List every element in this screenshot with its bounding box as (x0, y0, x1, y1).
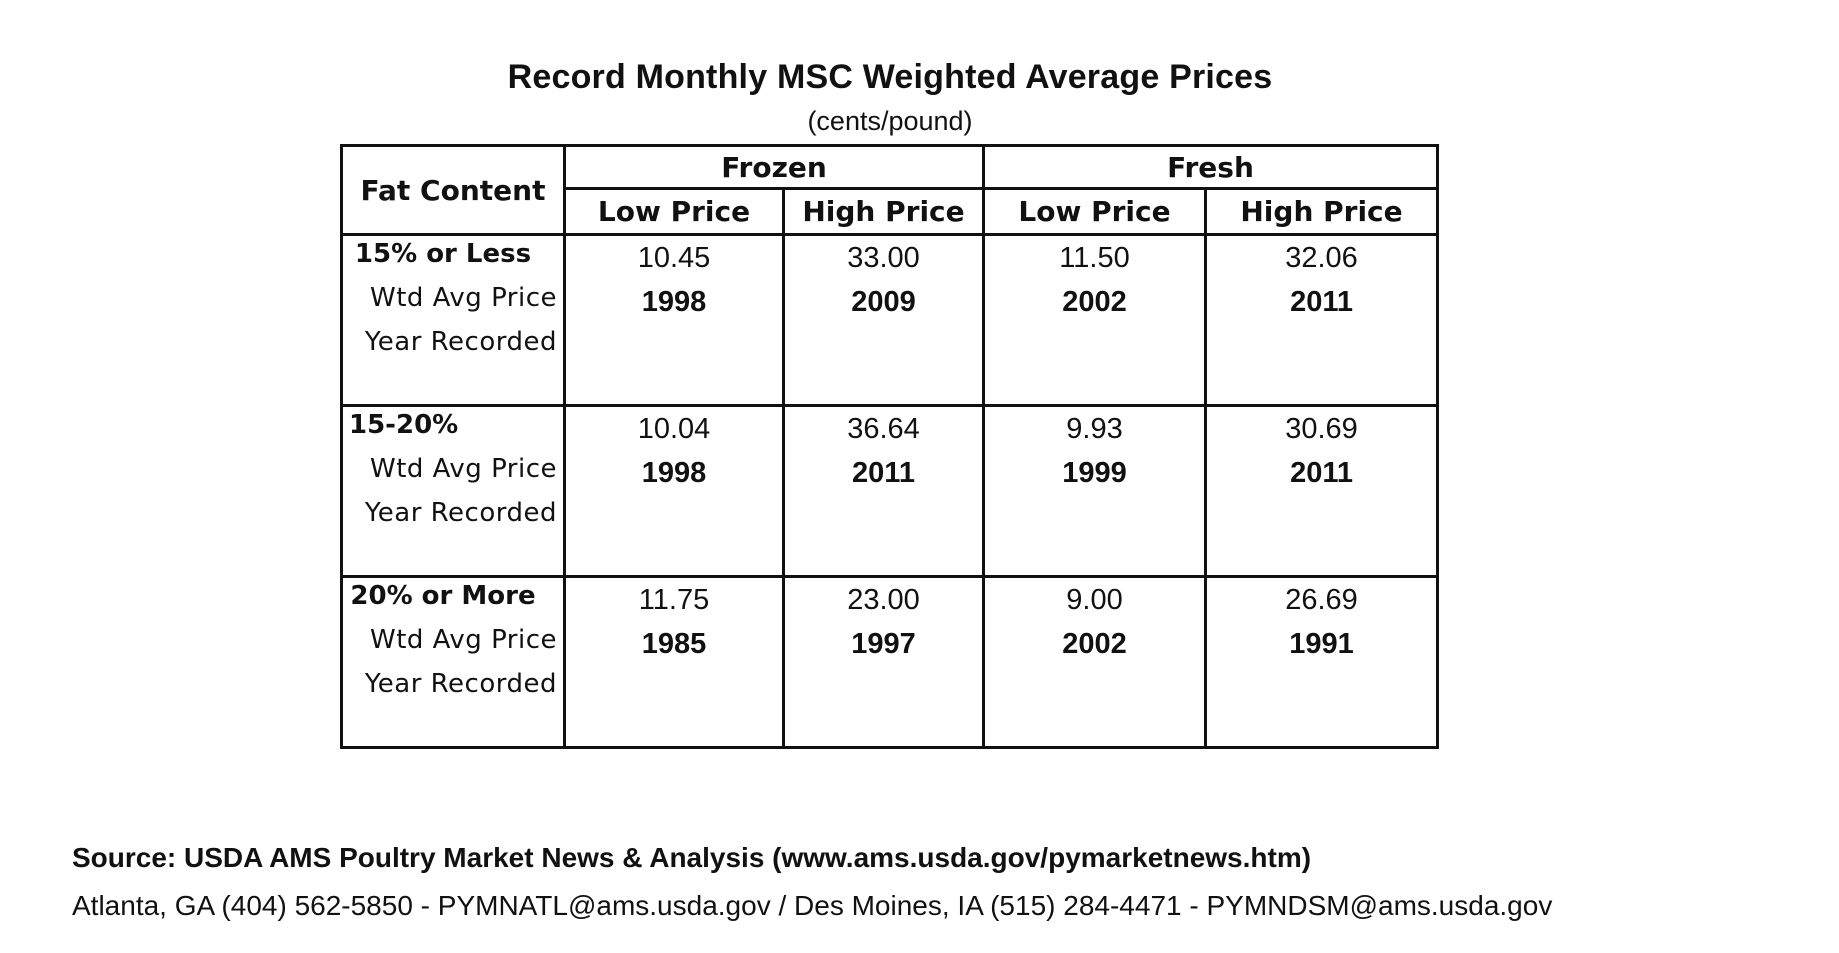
column-header: High Price (781, 187, 986, 236)
year-row-label: Year Recorded (364, 669, 557, 699)
group-header-fresh: Fresh (982, 143, 1440, 191)
year-value: 2002 (1062, 628, 1127, 660)
year-value: 2011 (852, 457, 915, 489)
value-cell: 30.69 2011 (1204, 404, 1440, 578)
value-cell: 23.00 1997 (781, 575, 986, 749)
value-cell: 10.04 1998 (563, 404, 785, 578)
row-label-cell: 15% or Less Wtd Avg Price Year Recorded (340, 233, 566, 407)
price-value: 10.45 (637, 242, 711, 274)
row-label-cell: 20% or More Wtd Avg Price Year Recorded (340, 575, 566, 749)
value-cell: 10.45 1998 (563, 233, 785, 407)
year-value: 2009 (851, 286, 916, 318)
category-label: 15% or Less (354, 239, 532, 269)
year-value: 1998 (641, 286, 707, 318)
column-header: High Price (1204, 187, 1440, 236)
page-subtitle: (cents/pound) (807, 106, 973, 136)
contact-line: Atlanta, GA (404) 562-5850 - PYMNATL@ams… (72, 890, 1553, 921)
table-row: 15-20% Wtd Avg Price Year Recorded 10.04… (340, 404, 1440, 578)
price-value: 11.75 (638, 584, 710, 616)
year-value: 1997 (851, 628, 916, 660)
year-row-label: Year Recorded (364, 327, 557, 357)
value-cell: 9.00 2002 (982, 575, 1208, 749)
price-value: 10.04 (637, 413, 711, 445)
price-row-label: Wtd Avg Price (369, 283, 557, 313)
column-header: Low Price (563, 187, 785, 236)
value-cell: 9.93 1999 (982, 404, 1208, 578)
fat-content-header: Fat Content (340, 144, 566, 236)
value-cell: 11.75 1985 (563, 575, 785, 749)
year-value: 2011 (1290, 457, 1353, 489)
category-label: 20% or More (350, 581, 536, 611)
year-value: 2011 (1290, 286, 1353, 318)
price-value: 33.00 (847, 242, 920, 274)
column-header: Low Price (982, 187, 1208, 236)
price-value: 32.06 (1285, 242, 1358, 274)
price-row-label: Wtd Avg Price (369, 625, 557, 655)
year-value: 1998 (641, 457, 707, 489)
category-label: 15-20% (349, 410, 459, 440)
value-cell: 26.69 1991 (1204, 575, 1440, 749)
page-title: Record Monthly MSC Weighted Average Pric… (507, 58, 1273, 96)
price-value: 26.69 (1285, 584, 1358, 616)
source-line: Source: USDA AMS Poultry Market News & A… (72, 842, 1312, 873)
year-value: 1985 (641, 628, 707, 660)
price-value: 36.64 (847, 413, 920, 445)
value-cell: 32.06 2011 (1204, 233, 1440, 407)
price-value: 9.00 (1066, 584, 1123, 616)
price-value: 30.69 (1285, 413, 1358, 445)
value-cell: 33.00 2009 (781, 233, 986, 407)
table-row: 15% or Less Wtd Avg Price Year Recorded … (340, 233, 1440, 407)
year-row-label: Year Recorded (364, 498, 557, 528)
price-value: 11.50 (1059, 242, 1130, 274)
year-value: 1999 (1062, 457, 1127, 489)
value-cell: 36.64 2011 (781, 404, 986, 578)
group-header-frozen: Frozen (562, 143, 986, 191)
row-label-cell: 15-20% Wtd Avg Price Year Recorded (340, 404, 566, 578)
price-value: 23.00 (847, 584, 920, 616)
price-value: 9.93 (1066, 413, 1123, 445)
price-table: Fat Content Frozen Fresh Low Price High … (340, 143, 1440, 749)
value-cell: 11.50 2002 (982, 233, 1208, 407)
year-value: 2002 (1062, 286, 1127, 318)
year-value: 1991 (1289, 628, 1354, 660)
price-row-label: Wtd Avg Price (369, 454, 557, 484)
table-row: 20% or More Wtd Avg Price Year Recorded … (340, 575, 1440, 749)
